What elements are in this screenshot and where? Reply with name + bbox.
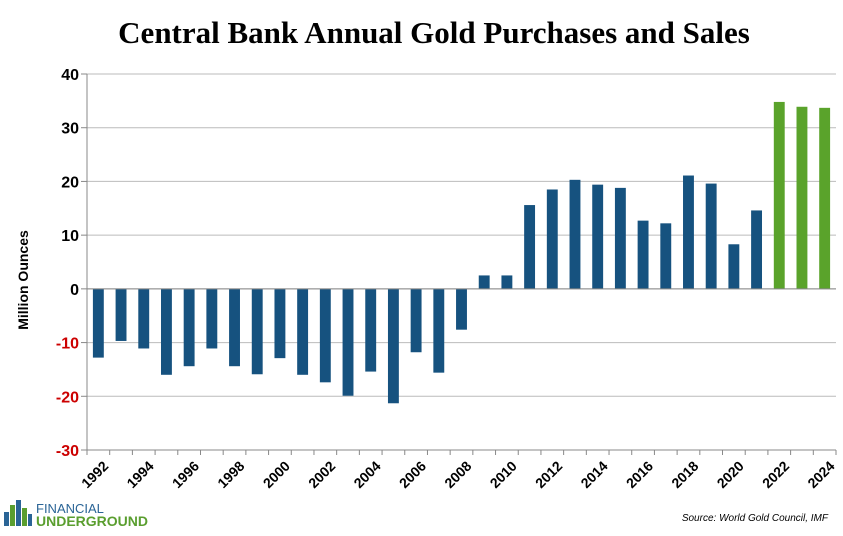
bar-2003 — [342, 288, 354, 396]
x-tick-label: 2006 — [396, 458, 429, 491]
bar-1995 — [160, 288, 172, 375]
x-tick-label: 2020 — [714, 458, 747, 491]
bar-1994 — [138, 288, 150, 349]
x-tick-label: 2016 — [623, 458, 656, 491]
y-tick-label: -20 — [56, 389, 79, 406]
bar-2023 — [796, 106, 808, 289]
bar-1998 — [229, 288, 240, 367]
bar-2002 — [319, 288, 331, 383]
x-tick-label: 1998 — [214, 458, 247, 491]
x-tick-label: 2010 — [487, 458, 520, 491]
logo-line1: FINANCIAL — [36, 501, 104, 516]
bar-2011 — [524, 205, 536, 289]
bar-2017 — [660, 223, 672, 289]
bar-1999 — [251, 288, 263, 375]
x-tick-label: 2004 — [350, 458, 383, 491]
source-note: Source: World Gold Council, IMF — [682, 513, 829, 524]
y-tick-labels: 40 30 20 10 0 -10 -20 -30 — [56, 67, 79, 460]
city-skyline-icon — [4, 500, 32, 526]
bar-2010 — [501, 275, 513, 289]
x-tick-label: 2000 — [260, 458, 293, 491]
bar-2019 — [705, 183, 717, 289]
logo-line2: UNDERGROUND — [36, 513, 148, 529]
bar-2018 — [683, 175, 694, 289]
bar-2007 — [433, 288, 445, 373]
bar-2021 — [751, 210, 763, 289]
x-tick-label: 2002 — [305, 458, 338, 491]
x-tick-labels: 1992 1994 1996 1998 2000 2002 2004 2006 2008 2010… — [78, 458, 838, 491]
y-tick-label: -10 — [56, 336, 79, 353]
bar-1993 — [115, 288, 127, 341]
bar-2000 — [274, 288, 286, 359]
bar-2012 — [546, 189, 558, 289]
bar-2009 — [478, 275, 490, 289]
bar-1992 — [92, 288, 104, 358]
x-tick-label: 2012 — [532, 458, 565, 491]
bar-2006 — [410, 288, 422, 353]
bar-2016 — [637, 220, 649, 289]
y-tick-label: 10 — [61, 228, 79, 245]
bar-1997 — [206, 288, 218, 349]
y-tick-label: 40 — [61, 67, 79, 84]
chart-title: Central Bank Annual Gold Purchases and S… — [118, 15, 750, 50]
y-tick-label: 30 — [61, 121, 79, 138]
bar-2001 — [297, 288, 309, 375]
bar-2024 — [819, 107, 831, 289]
y-axis-label: Million Ounces — [15, 230, 31, 330]
x-tick-label: 1994 — [123, 458, 156, 491]
bar-2005 — [387, 288, 399, 404]
bar-2014 — [592, 184, 604, 289]
bars — [92, 101, 831, 404]
bar-2020 — [728, 244, 740, 289]
x-tick-label: 1996 — [169, 458, 202, 491]
axes — [86, 74, 837, 455]
x-tick-label: 2022 — [759, 458, 792, 491]
logo: FINANCIAL UNDERGROUND — [4, 500, 148, 529]
x-tick-label: 2024 — [804, 458, 837, 491]
y-tick-label: 0 — [70, 282, 79, 299]
bar-2008 — [456, 288, 467, 330]
y-tick-label: -30 — [56, 443, 79, 460]
bar-2013 — [569, 179, 581, 289]
gridlines — [81, 73, 836, 451]
bar-2022 — [773, 101, 785, 289]
x-tick-label: 2018 — [668, 458, 701, 491]
x-tick-label: 2014 — [577, 458, 610, 491]
bar-1996 — [183, 288, 195, 367]
x-tick-label: 1992 — [78, 458, 111, 491]
x-tick-label: 2008 — [441, 458, 474, 491]
y-tick-label: 20 — [61, 174, 79, 191]
bar-2004 — [365, 288, 377, 372]
bar-2015 — [614, 187, 626, 289]
